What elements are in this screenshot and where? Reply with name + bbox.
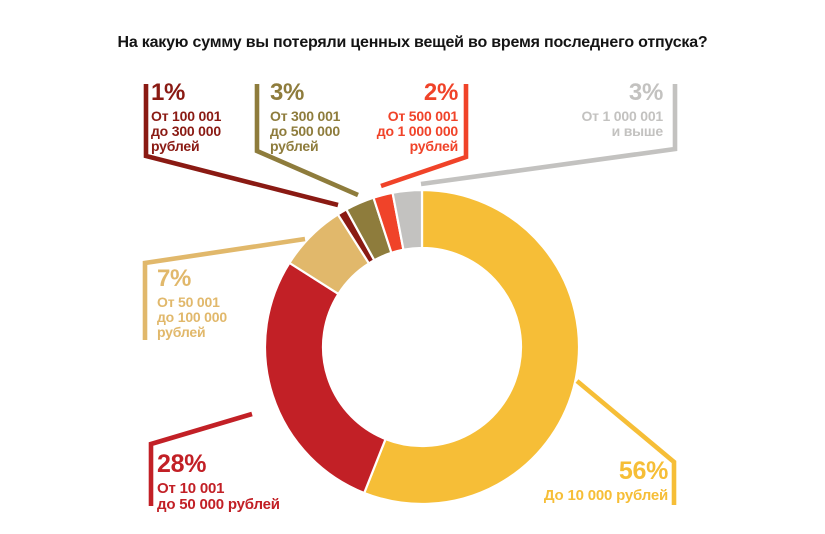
segment-range-line: рублей — [151, 138, 200, 154]
donut-segment-0-56pct — [363, 188, 581, 506]
segment-label-10001-50000: 28% От 10 001 до 50 000 рублей — [157, 452, 280, 513]
percent-value: 3% — [628, 79, 663, 106]
segment-range-line: рублей — [157, 324, 206, 340]
segment-range-line: От 1 000 001 — [581, 108, 663, 124]
segment-range-line: до 50 000 рублей — [157, 496, 280, 513]
segment-range-line: От 50 001 — [157, 294, 220, 310]
segment-range-line: до 300 000 — [151, 123, 221, 139]
segment-range-line: и выше — [611, 123, 664, 139]
segment-range-line: рублей — [409, 138, 459, 154]
donut-segment-6-3pct — [391, 188, 424, 251]
percent-value: 1% — [151, 79, 186, 106]
segment-range-line: До 10 000 рублей — [543, 487, 668, 504]
segment-range-line: От 10 001 — [157, 480, 225, 497]
percent-value: 3% — [270, 79, 305, 106]
segment-range-line: до 500 000 — [270, 123, 340, 139]
percent-value: 28% — [157, 450, 207, 478]
segment-label-100001-300000: 1% От 100 001 до 300 000 рублей — [151, 81, 221, 154]
segment-range-line: От 300 001 — [270, 108, 341, 124]
donut-segment-1-28pct — [263, 261, 387, 495]
leader-line-3-1pct — [143, 84, 339, 208]
segment-range-line: От 500 001 — [387, 108, 458, 124]
leader-line-1-28pct — [148, 411, 253, 506]
leader-line-2-7pct — [142, 236, 306, 340]
segment-label-300001-500000: 3% От 300 001 до 500 000 рублей — [270, 81, 340, 154]
segment-label-50001-100000: 7% От 50 001 до 100 000 рублей — [157, 267, 227, 340]
percent-value: 2% — [423, 79, 458, 106]
segment-label-do-10000: 56% До 10 000 рублей — [544, 459, 668, 504]
segment-range-line: От 100 001 — [151, 108, 222, 124]
leader-line-5-2pct — [380, 84, 469, 189]
segment-range-line: до 1 000 000 — [376, 123, 458, 139]
segment-label-500001-1000000: 2% От 500 001 до 1 000 000 рублей — [376, 79, 459, 154]
segment-range-line: рублей — [270, 138, 319, 154]
percent-value: 7% — [157, 265, 192, 292]
leader-line-4-3pct — [254, 84, 359, 198]
segment-label-1000001-plus: 3% От 1 000 001 и выше — [581, 81, 663, 139]
percent-value: 56% — [618, 457, 668, 485]
leader-line-6-3pct — [420, 84, 678, 187]
segment-range-line: до 100 000 — [157, 309, 227, 325]
chart-title: На какую сумму вы потеряли ценных вещей … — [117, 34, 708, 51]
leader-line-0-56pct — [575, 379, 677, 505]
